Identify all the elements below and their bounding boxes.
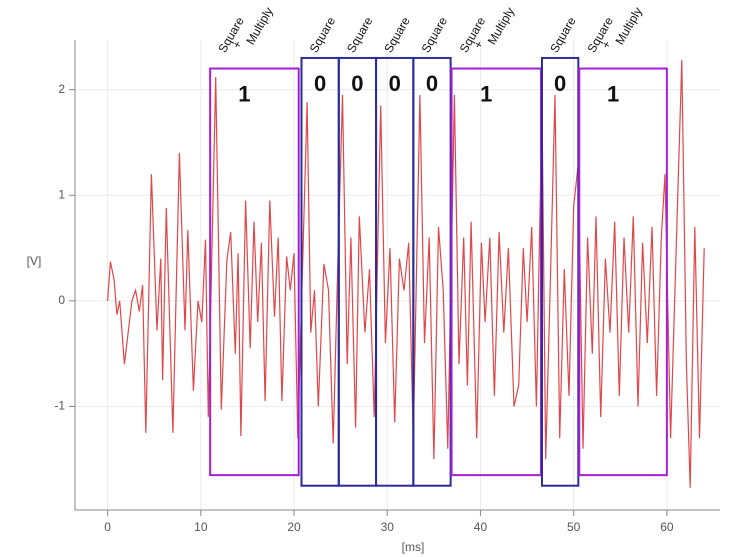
y-tick-label: 2 bbox=[58, 82, 65, 96]
x-tick-label: 20 bbox=[287, 520, 301, 534]
operation-label: Multiply bbox=[485, 5, 517, 47]
segment-box bbox=[578, 67, 668, 477]
operation-label: Multiply bbox=[612, 5, 644, 47]
x-tick-label: 30 bbox=[381, 520, 395, 534]
x-axis-label: [ms] bbox=[402, 540, 425, 554]
operation-label: Multiply bbox=[243, 5, 275, 47]
x-tick-label: 10 bbox=[194, 520, 208, 534]
segment-box bbox=[337, 56, 378, 487]
x-tick-label: 40 bbox=[474, 520, 488, 534]
operation-label: Square bbox=[381, 14, 413, 55]
bit-label: 0 bbox=[426, 71, 438, 96]
y-tick-label: 1 bbox=[58, 187, 65, 201]
bit-label: 1 bbox=[607, 81, 619, 106]
y-axis-label: [V] bbox=[27, 254, 42, 268]
x-tick-label: 0 bbox=[104, 520, 111, 534]
bit-label: 0 bbox=[554, 71, 566, 96]
bit-label: 1 bbox=[238, 81, 250, 106]
operation-label: Square bbox=[344, 14, 376, 55]
trace-line bbox=[107, 60, 705, 488]
x-tick-label: 60 bbox=[660, 520, 674, 534]
y-tick-label: -1 bbox=[54, 399, 65, 413]
y-tick-label: 0 bbox=[58, 293, 65, 307]
bit-label: 0 bbox=[389, 71, 401, 96]
bit-label: 1 bbox=[480, 81, 492, 106]
operation-label: Square bbox=[307, 14, 339, 55]
bit-label: 0 bbox=[314, 71, 326, 96]
bit-label: 0 bbox=[351, 71, 363, 96]
operation-label: Square bbox=[419, 14, 451, 55]
segment-box bbox=[209, 67, 300, 477]
x-tick-label: 50 bbox=[567, 520, 581, 534]
